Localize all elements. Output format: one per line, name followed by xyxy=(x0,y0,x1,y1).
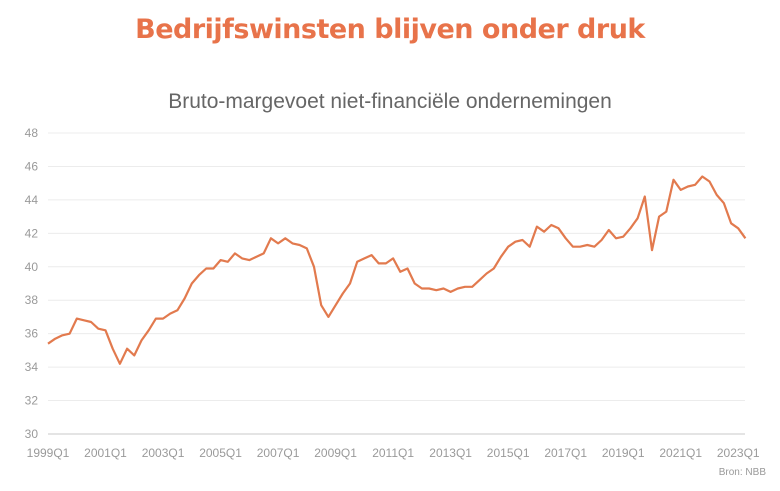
y-tick-label: 42 xyxy=(25,226,39,240)
x-tick-label: 2007Q1 xyxy=(257,446,300,460)
x-tick-label: 2015Q1 xyxy=(487,446,530,460)
x-tick-label: 2011Q1 xyxy=(372,446,414,460)
y-tick-label: 48 xyxy=(25,126,39,140)
x-tick-label: 2003Q1 xyxy=(142,446,185,460)
y-tick-label: 40 xyxy=(25,260,39,274)
x-tick-label: 2023Q1 xyxy=(717,446,760,460)
x-tick-label: 2019Q1 xyxy=(602,446,645,460)
source-note: Bron: NBB xyxy=(718,467,766,478)
y-tick-label: 34 xyxy=(25,360,39,374)
series-line xyxy=(47,175,747,365)
x-tick-label: 2005Q1 xyxy=(199,446,242,460)
x-tick-label: 2013Q1 xyxy=(429,446,472,460)
y-tick-label: 44 xyxy=(25,193,39,207)
chart-title: Bruto-margevoet niet-financiële ondernem… xyxy=(168,90,612,113)
x-tick-label: 1999Q1 xyxy=(27,446,70,460)
page-title: Bedrijfswinsten blijven onder druk xyxy=(135,14,645,45)
x-tick-label: 2009Q1 xyxy=(314,446,357,460)
y-tick-label: 46 xyxy=(25,159,39,173)
y-tick-label: 36 xyxy=(25,327,39,341)
y-tick-label: 38 xyxy=(25,293,39,307)
y-tick-label: 32 xyxy=(25,394,39,408)
x-tick-label: 2021Q1 xyxy=(659,446,702,460)
y-tick-label: 30 xyxy=(25,427,39,441)
x-tick-label: 2017Q1 xyxy=(544,446,587,460)
x-tick-label: 2001Q1 xyxy=(84,446,127,460)
